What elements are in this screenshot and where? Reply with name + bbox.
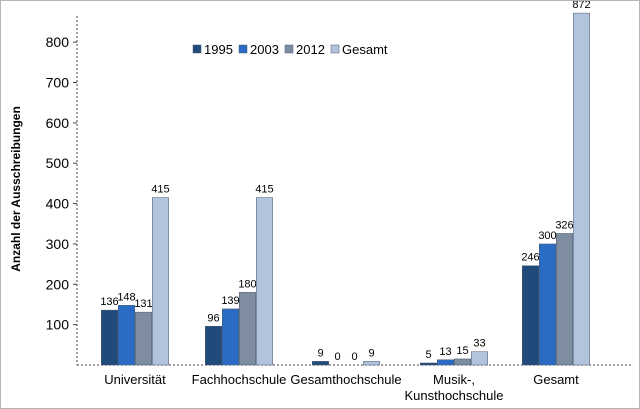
bar-2012-1 (239, 292, 256, 366)
category-label: Musik-, (433, 372, 475, 387)
legend: 1995 2003 2012 Gesamt (192, 42, 388, 57)
data-label: 15 (456, 345, 468, 357)
bar-2012-3 (454, 358, 471, 366)
data-label: 415 (255, 184, 273, 196)
legend-label: 2003 (250, 42, 279, 57)
legend-label: 2012 (296, 42, 325, 57)
y-tick-label: 800 (46, 34, 70, 50)
legend-swatch-1995 (192, 44, 202, 54)
data-label: 246 (521, 252, 539, 264)
y-axis-label: Anzahl der Ausschreibungen (9, 106, 23, 272)
bar-2003-1 (222, 308, 239, 366)
y-tick-label: 300 (46, 236, 70, 252)
data-label: 180 (238, 278, 256, 290)
legend-label: Gesamt (342, 42, 388, 57)
y-tick-label: 200 (46, 276, 70, 292)
y-tick-label: 700 (46, 75, 70, 91)
category-label: Gesamthochschule (290, 372, 401, 387)
legend-swatch-Gesamt (330, 44, 340, 54)
data-label: 9 (368, 347, 374, 359)
bar-2012-4 (556, 233, 573, 366)
data-label: 131 (134, 298, 152, 310)
data-label: 0 (334, 351, 340, 363)
data-label: 136 (100, 296, 118, 308)
data-label: 872 (572, 1, 590, 11)
data-label: 148 (117, 291, 135, 303)
bar-Gesamt-0 (152, 197, 169, 366)
data-label: 0 (351, 351, 357, 363)
data-label: 5 (425, 349, 431, 361)
bar-1995-1 (205, 326, 222, 366)
bar-1995-2 (312, 361, 329, 366)
data-label: 139 (221, 295, 239, 307)
bars (101, 12, 590, 366)
bar-Gesamt-2 (363, 361, 380, 366)
data-label: 13 (439, 346, 451, 358)
category-label: Gesamt (533, 372, 579, 387)
legend-swatch-2012 (284, 44, 294, 54)
legend-swatch-2003 (238, 44, 248, 54)
bar-1995-3 (420, 362, 437, 366)
y-tick-label: 500 (46, 155, 70, 171)
category-label: Fachhochschule (192, 372, 287, 387)
y-tick-label: 100 (46, 317, 70, 333)
bar-2003-4 (539, 243, 556, 366)
category-label: Universität (104, 372, 166, 387)
data-label: 415 (151, 184, 169, 196)
bar-2012-0 (135, 311, 152, 366)
bar-2003-0 (118, 305, 135, 366)
y-tick-label: 600 (46, 115, 70, 131)
bar-Gesamt-1 (256, 197, 273, 366)
data-label: 9 (317, 347, 323, 359)
data-label: 33 (473, 338, 485, 350)
bar-2003-3 (437, 359, 454, 366)
category-labels: Universität Fachhochschule Gesamthochschul… (104, 372, 579, 403)
bar-1995-4 (522, 265, 539, 366)
y-tick-label: 400 (46, 196, 70, 212)
bar-Gesamt-3 (471, 351, 488, 366)
category-label: Kunsthochschule (404, 388, 503, 403)
bar-1995-0 (101, 309, 118, 366)
data-label: 96 (207, 312, 219, 324)
legend-label: 1995 (204, 42, 233, 57)
data-label: 300 (538, 230, 556, 242)
bar-Gesamt-4 (573, 12, 590, 366)
data-label: 326 (555, 219, 573, 231)
